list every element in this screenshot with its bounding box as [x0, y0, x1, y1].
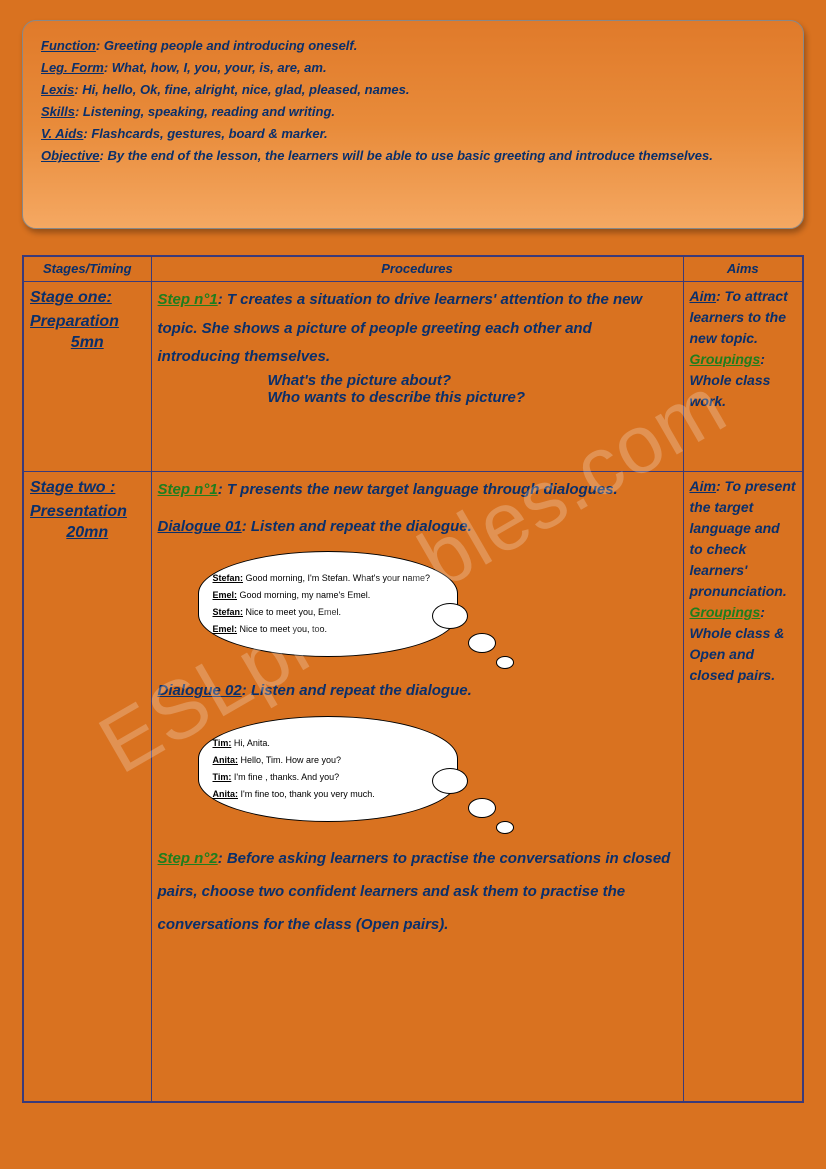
header-aims: Aims	[683, 256, 803, 282]
function-label: Function	[41, 38, 96, 53]
dialogue1-label: Dialogue 01	[158, 518, 242, 535]
dialogue1-bubble: Stefan: Good morning, I'm Stefan. What's…	[198, 551, 458, 657]
d1-speaker3: Stefan:	[213, 607, 244, 617]
cloud-icon: Tim: Hi, Anita. Anita: Hello, Tim. How a…	[198, 716, 458, 822]
stage1-q1: What's the picture about?	[158, 372, 677, 389]
lesson-plan-table: Stages/Timing Procedures Aims Stage one:…	[22, 255, 804, 1103]
header-stages: Stages/Timing	[23, 256, 151, 282]
stage1-subtitle: Preparation	[30, 310, 145, 334]
header-procedures: Procedures	[151, 256, 683, 282]
bubble-dot-icon	[432, 603, 468, 629]
d2-line1: Hi, Anita.	[231, 738, 270, 748]
stage1-procedures: Step n°1: T creates a situation to drive…	[151, 282, 683, 472]
stage1-time: 5mn	[30, 334, 145, 352]
dialogue2-text: : Listen and repeat the dialogue.	[242, 682, 472, 699]
stage1-cell: Stage one: Preparation 5mn	[23, 282, 151, 472]
stage2-step1-text: : T presents the new target language thr…	[218, 481, 618, 498]
stage2-time: 20mn	[30, 524, 145, 542]
stage1-step-text: : T creates a situation to drive learner…	[158, 291, 643, 365]
d1-speaker1: Stefan:	[213, 573, 244, 583]
bubble-dot-icon	[496, 821, 514, 834]
cloud-icon: Stefan: Good morning, I'm Stefan. What's…	[198, 551, 458, 657]
d1-line3: Nice to meet you, Emel.	[243, 607, 341, 617]
lesson-info-box: Function: Greeting people and introducin…	[22, 20, 804, 229]
bubble-dot-icon	[432, 768, 468, 794]
dialogue1-text: : Listen and repeat the dialogue.	[242, 518, 472, 535]
objective-text: : By the end of the lesson, the learners…	[100, 148, 713, 163]
dialogue2-label: Dialogue 02	[158, 682, 242, 699]
d2-speaker1: Tim:	[213, 738, 232, 748]
d1-line2: Good morning, my name's Emel.	[237, 590, 370, 600]
stage2-aim-text: : To present the target language and to …	[690, 478, 796, 599]
skills-label: Skills	[41, 104, 75, 119]
legform-text: : What, how, I, you, your, is, are, am.	[104, 60, 327, 75]
stage2-group-label: Groupings	[690, 604, 761, 620]
vaids-label: V. Aids	[41, 126, 83, 141]
d1-line1: Good morning, I'm Stefan. What's your na…	[243, 573, 430, 583]
d1-line4: Nice to meet you, too.	[237, 624, 327, 634]
stage1-title: Stage one:	[30, 286, 145, 310]
stage1-step-label: Step n°1	[158, 291, 218, 308]
d2-speaker3: Tim:	[213, 772, 232, 782]
stage1-group-label: Groupings	[690, 351, 761, 367]
d1-speaker2: Emel:	[213, 590, 238, 600]
d2-line4: I'm fine too, thank you very much.	[238, 789, 375, 799]
stage2-title: Stage two :	[30, 476, 145, 500]
dialogue2-bubble: Tim: Hi, Anita. Anita: Hello, Tim. How a…	[198, 716, 458, 822]
stage2-procedures: Step n°1: T presents the new target lang…	[151, 472, 683, 1102]
stage2-aim-label: Aim	[690, 478, 716, 494]
stage2-subtitle: Presentation	[30, 500, 145, 524]
d2-speaker4: Anita:	[213, 789, 239, 799]
table-row: Stage two : Presentation 20mn Step n°1: …	[23, 472, 803, 1102]
stage2-step2-text: : Before asking learners to practise the…	[158, 850, 671, 933]
d2-speaker2: Anita:	[213, 755, 239, 765]
stage2-step2-label: Step n°2	[158, 850, 218, 867]
d1-speaker4: Emel:	[213, 624, 238, 634]
objective-label: Objective	[41, 148, 100, 163]
stage1-aims: Aim: To attract learners to the new topi…	[683, 282, 803, 472]
bubble-dot-icon	[468, 798, 496, 818]
stage1-aim-label: Aim	[690, 288, 716, 304]
stage2-step1-label: Step n°1	[158, 481, 218, 498]
lexis-text: : Hi, hello, Ok, fine, alright, nice, gl…	[74, 82, 409, 97]
vaids-text: : Flashcards, gestures, board & marker.	[83, 126, 327, 141]
lexis-label: Lexis	[41, 82, 74, 97]
d2-line3: I'm fine , thanks. And you?	[231, 772, 339, 782]
stage2-cell: Stage two : Presentation 20mn	[23, 472, 151, 1102]
stage2-aims: Aim: To present the target language and …	[683, 472, 803, 1102]
legform-label: Leg. Form	[41, 60, 104, 75]
bubble-dot-icon	[468, 633, 496, 653]
bubble-dot-icon	[496, 656, 514, 669]
table-row: Stage one: Preparation 5mn Step n°1: T c…	[23, 282, 803, 472]
stage1-q2: Who wants to describe this picture?	[158, 389, 677, 406]
skills-text: : Listening, speaking, reading and writi…	[75, 104, 335, 119]
function-text: : Greeting people and introducing onesel…	[96, 38, 357, 53]
d2-line2: Hello, Tim. How are you?	[238, 755, 341, 765]
